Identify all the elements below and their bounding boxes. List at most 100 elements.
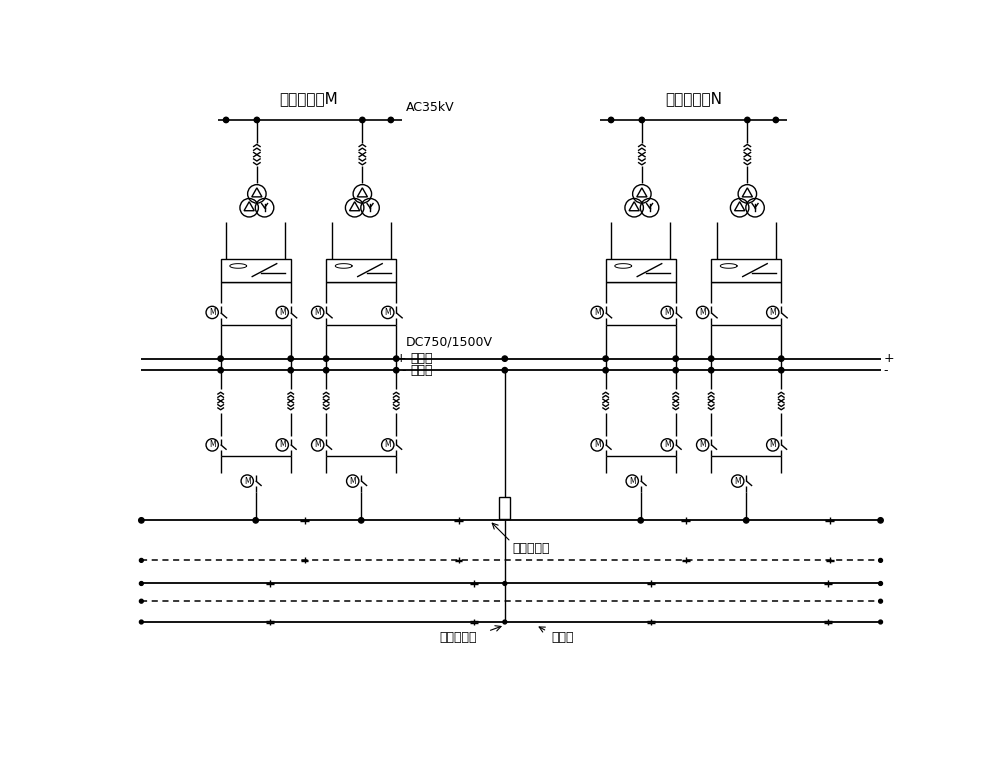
Text: DC750/1500V: DC750/1500V	[406, 336, 493, 348]
Circle shape	[745, 117, 750, 122]
Circle shape	[323, 356, 329, 361]
Circle shape	[312, 306, 324, 319]
Circle shape	[206, 439, 218, 451]
Bar	[326, 259, 396, 281]
Circle shape	[767, 306, 779, 319]
Text: M: M	[629, 477, 636, 486]
Circle shape	[394, 356, 399, 361]
Text: 牵引变电所M: 牵引变电所M	[279, 91, 338, 106]
Circle shape	[767, 439, 779, 451]
Circle shape	[276, 306, 288, 319]
Circle shape	[358, 518, 364, 523]
Circle shape	[223, 117, 229, 122]
Circle shape	[673, 367, 678, 373]
Circle shape	[744, 518, 749, 523]
Circle shape	[394, 367, 399, 373]
Text: -: -	[884, 363, 888, 377]
Circle shape	[638, 518, 643, 523]
Circle shape	[218, 356, 223, 361]
Circle shape	[347, 475, 359, 487]
Circle shape	[697, 306, 709, 319]
Text: M: M	[349, 477, 356, 486]
Bar	[711, 259, 781, 281]
Circle shape	[591, 306, 603, 319]
Text: M: M	[664, 440, 671, 450]
Text: M: M	[314, 440, 321, 450]
Circle shape	[139, 620, 143, 624]
Circle shape	[661, 306, 673, 319]
Circle shape	[360, 117, 365, 122]
Text: M: M	[384, 308, 391, 317]
Circle shape	[779, 367, 784, 373]
Circle shape	[276, 439, 288, 451]
Text: -: -	[402, 363, 411, 377]
Circle shape	[879, 620, 882, 624]
Circle shape	[218, 367, 223, 373]
Text: M: M	[699, 440, 706, 450]
Circle shape	[503, 620, 507, 624]
Circle shape	[879, 559, 882, 563]
Circle shape	[206, 306, 218, 319]
Text: M: M	[594, 440, 601, 450]
Circle shape	[603, 367, 608, 373]
Text: 正母线: 正母线	[411, 352, 433, 365]
Text: M: M	[699, 308, 706, 317]
Circle shape	[288, 356, 293, 361]
Circle shape	[254, 117, 260, 122]
Text: M: M	[244, 477, 251, 486]
Circle shape	[878, 518, 883, 523]
Circle shape	[708, 367, 714, 373]
Text: 牵引变电所N: 牵引变电所N	[665, 91, 722, 106]
Text: 上行接触网: 上行接触网	[512, 542, 550, 555]
Text: M: M	[734, 477, 741, 486]
Circle shape	[312, 439, 324, 451]
Text: M: M	[209, 440, 216, 450]
Circle shape	[879, 581, 882, 585]
Circle shape	[603, 356, 608, 361]
Text: 下行接触网: 下行接触网	[440, 631, 477, 644]
Text: M: M	[209, 308, 216, 317]
Circle shape	[503, 581, 507, 585]
Circle shape	[382, 439, 394, 451]
Circle shape	[708, 356, 714, 361]
Circle shape	[773, 117, 779, 122]
Text: M: M	[769, 440, 776, 450]
Bar	[499, 498, 510, 518]
Circle shape	[626, 475, 638, 487]
Circle shape	[661, 439, 673, 451]
Text: +: +	[396, 352, 411, 365]
Circle shape	[879, 599, 882, 603]
Text: M: M	[279, 440, 286, 450]
Text: 负母线: 负母线	[411, 363, 433, 377]
Text: +: +	[884, 352, 894, 365]
Circle shape	[732, 475, 744, 487]
Circle shape	[673, 356, 678, 361]
Circle shape	[139, 581, 143, 585]
Text: AC35kV: AC35kV	[406, 101, 455, 114]
Circle shape	[323, 367, 329, 373]
Circle shape	[253, 518, 258, 523]
Text: M: M	[664, 308, 671, 317]
Text: M: M	[769, 308, 776, 317]
Text: M: M	[314, 308, 321, 317]
Circle shape	[697, 439, 709, 451]
Circle shape	[591, 439, 603, 451]
Circle shape	[241, 475, 253, 487]
Circle shape	[502, 356, 507, 361]
Text: M: M	[384, 440, 391, 450]
Text: 走行轨: 走行轨	[551, 631, 574, 644]
Text: M: M	[279, 308, 286, 317]
Circle shape	[139, 599, 143, 603]
Text: M: M	[594, 308, 601, 317]
Circle shape	[779, 356, 784, 361]
Bar	[221, 259, 291, 281]
Circle shape	[288, 367, 293, 373]
Circle shape	[139, 559, 143, 563]
Circle shape	[502, 367, 507, 373]
Circle shape	[608, 117, 614, 122]
Circle shape	[139, 518, 144, 523]
Bar	[606, 259, 676, 281]
Circle shape	[382, 306, 394, 319]
Circle shape	[639, 117, 645, 122]
Circle shape	[388, 117, 394, 122]
